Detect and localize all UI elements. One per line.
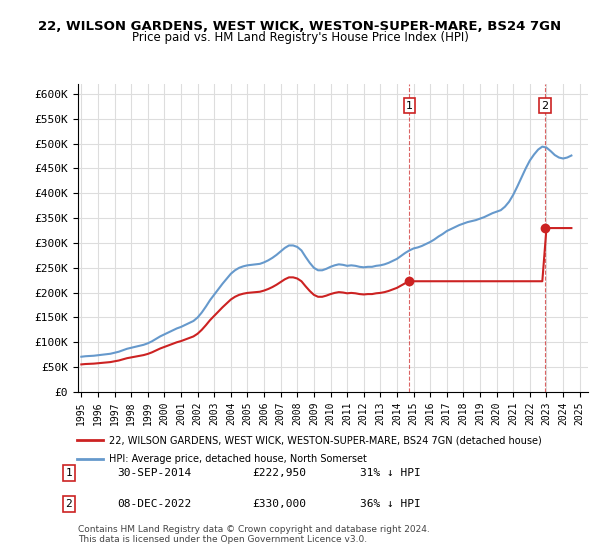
- Text: 08-DEC-2022: 08-DEC-2022: [117, 499, 191, 509]
- Text: 30-SEP-2014: 30-SEP-2014: [117, 468, 191, 478]
- Text: Contains HM Land Registry data © Crown copyright and database right 2024.
This d: Contains HM Land Registry data © Crown c…: [78, 525, 430, 544]
- Text: 1: 1: [406, 101, 413, 110]
- Text: Price paid vs. HM Land Registry's House Price Index (HPI): Price paid vs. HM Land Registry's House …: [131, 31, 469, 44]
- Text: 2: 2: [65, 499, 73, 509]
- Text: 36% ↓ HPI: 36% ↓ HPI: [360, 499, 421, 509]
- Text: £330,000: £330,000: [252, 499, 306, 509]
- Text: HPI: Average price, detached house, North Somerset: HPI: Average price, detached house, Nort…: [109, 454, 367, 464]
- Text: 2: 2: [542, 101, 549, 110]
- Text: 31% ↓ HPI: 31% ↓ HPI: [360, 468, 421, 478]
- Text: £222,950: £222,950: [252, 468, 306, 478]
- Text: 22, WILSON GARDENS, WEST WICK, WESTON-SUPER-MARE, BS24 7GN (detached house): 22, WILSON GARDENS, WEST WICK, WESTON-SU…: [109, 435, 541, 445]
- Text: 22, WILSON GARDENS, WEST WICK, WESTON-SUPER-MARE, BS24 7GN: 22, WILSON GARDENS, WEST WICK, WESTON-SU…: [38, 20, 562, 32]
- Text: 1: 1: [65, 468, 73, 478]
